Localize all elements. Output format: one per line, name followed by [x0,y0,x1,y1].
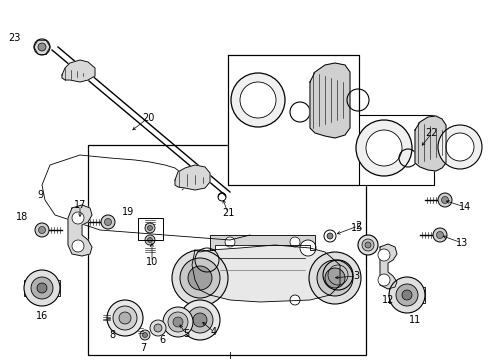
Circle shape [180,300,220,340]
Circle shape [365,130,401,166]
Circle shape [437,125,481,169]
Circle shape [325,268,345,288]
Text: 11: 11 [408,315,420,325]
Circle shape [377,274,389,286]
Text: 12: 12 [381,295,393,305]
Circle shape [145,223,155,233]
Bar [227,55,358,185]
Text: 6: 6 [159,335,165,345]
Circle shape [316,260,352,296]
Circle shape [299,240,315,256]
Polygon shape [414,116,445,171]
Text: 14: 14 [458,202,470,212]
Polygon shape [62,60,95,82]
Circle shape [230,73,285,127]
Circle shape [324,230,335,242]
Polygon shape [68,205,92,256]
Bar [88,145,365,355]
Circle shape [289,237,299,247]
Circle shape [240,82,275,118]
Circle shape [35,223,49,237]
Circle shape [72,212,84,224]
Circle shape [224,237,235,247]
Polygon shape [192,245,339,302]
Circle shape [113,306,137,330]
Circle shape [172,250,227,306]
Bar [388,287,424,303]
Circle shape [31,277,53,299]
Polygon shape [227,55,433,185]
Circle shape [187,266,212,290]
Circle shape [395,284,417,306]
Text: 3: 3 [352,271,358,281]
Circle shape [364,242,370,248]
Polygon shape [309,63,349,138]
Circle shape [357,235,377,255]
Text: 17: 17 [74,200,86,210]
Text: 21: 21 [222,208,234,218]
Text: 22: 22 [425,128,437,138]
Circle shape [140,330,150,340]
Circle shape [445,133,473,161]
Circle shape [119,312,131,324]
Text: 16: 16 [36,311,48,321]
Circle shape [147,238,152,243]
Circle shape [355,120,411,176]
Circle shape [72,240,84,252]
Text: 10: 10 [145,257,158,267]
Text: 13: 13 [455,238,467,248]
Text: 5: 5 [183,329,189,339]
Circle shape [186,307,213,333]
Text: 2: 2 [354,221,360,231]
Circle shape [361,239,373,251]
Circle shape [180,258,220,298]
Circle shape [34,39,50,55]
Polygon shape [175,165,209,190]
Text: 19: 19 [122,207,134,217]
Circle shape [39,226,45,234]
Circle shape [104,219,111,225]
Circle shape [142,333,147,338]
Circle shape [377,249,389,261]
Circle shape [173,317,183,327]
Circle shape [441,197,447,203]
Bar [138,218,163,240]
Circle shape [150,320,165,336]
Circle shape [37,283,47,293]
Text: 8: 8 [109,330,115,340]
Circle shape [326,233,332,239]
Polygon shape [209,235,314,250]
Circle shape [388,277,424,313]
Circle shape [432,228,446,242]
Circle shape [145,235,155,245]
Text: 7: 7 [140,343,146,353]
Circle shape [163,307,193,337]
Circle shape [168,312,187,332]
Circle shape [436,231,443,238]
Circle shape [154,324,162,332]
Circle shape [437,193,451,207]
Circle shape [101,215,115,229]
Circle shape [193,313,206,327]
Text: 4: 4 [210,327,217,337]
Circle shape [401,290,411,300]
Bar [24,280,60,296]
Circle shape [107,300,142,336]
Circle shape [24,270,60,306]
Polygon shape [379,244,396,289]
Text: 18: 18 [16,212,28,222]
Text: 23: 23 [8,33,20,43]
Circle shape [38,43,46,51]
Circle shape [147,225,152,230]
Text: 9: 9 [37,190,43,200]
Circle shape [289,295,299,305]
Text: 20: 20 [142,113,154,123]
Circle shape [308,252,360,304]
Text: 15: 15 [350,223,363,233]
